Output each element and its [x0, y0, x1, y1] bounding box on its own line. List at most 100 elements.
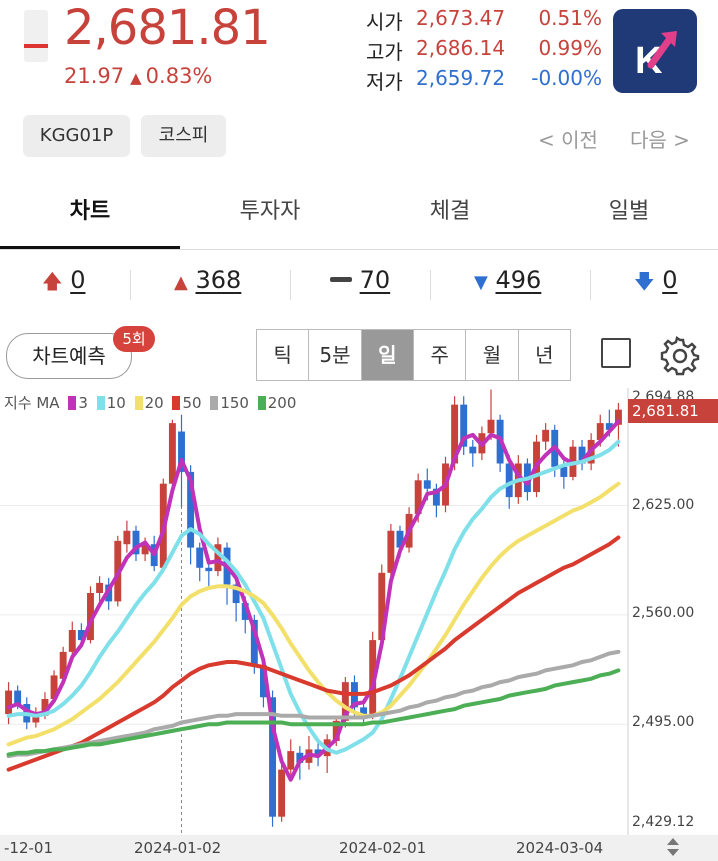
active-tab-indicator: [0, 246, 180, 249]
period-day[interactable]: 일: [361, 330, 414, 380]
candle-body: [487, 419, 495, 434]
tab-chart[interactable]: 차트: [69, 199, 111, 224]
divider: [590, 270, 591, 300]
period-selector: 틱 5분 일 주 월 년: [256, 329, 571, 381]
period-year[interactable]: 년: [535, 343, 554, 367]
candle-body: [460, 404, 468, 447]
tab-daily[interactable]: 일별: [608, 199, 650, 224]
ma-line-10: [6, 439, 621, 755]
low-value: 2,659.72: [416, 66, 506, 90]
x-axis-band: [0, 835, 718, 861]
price-chart[interactable]: [0, 388, 718, 861]
candle-body: [296, 752, 304, 763]
next-link[interactable]: 다음 >: [630, 128, 690, 152]
count-down-limit[interactable]: 🡇 0: [634, 266, 677, 306]
candle-body: [341, 682, 349, 721]
price-change: 21.97 ▲ 0.83%: [64, 64, 212, 88]
legend-ma150: 150: [220, 394, 249, 412]
candle-body: [59, 651, 67, 679]
logo-letter: K: [635, 40, 663, 82]
current-price: 2,681.81: [64, 0, 271, 56]
low-label: 저가: [366, 70, 403, 94]
down-limit-arrow-icon: 🡇: [634, 269, 655, 293]
change-value: 21.97: [64, 64, 125, 88]
high-label: 고가: [366, 40, 403, 64]
x-tick-label: 2024-03-04: [516, 839, 604, 857]
candle-body: [432, 488, 440, 506]
divider: [130, 270, 131, 300]
current-price-tag: 2,681.81: [628, 399, 718, 423]
legend-ma20: 20: [144, 394, 164, 412]
open-pct: 0.51%: [538, 6, 602, 30]
tab-divider: [0, 249, 718, 250]
candle-body: [178, 431, 185, 472]
ma20-swatch: [134, 396, 143, 410]
candle-body: [50, 675, 58, 699]
candle-body: [14, 690, 22, 705]
candle-body: [68, 630, 76, 652]
ma50-swatch: [172, 396, 181, 410]
legend-ma3: 3: [78, 394, 88, 412]
prev-link[interactable]: < 이전: [538, 128, 598, 152]
app-logo-icon: K: [635, 31, 677, 82]
count-up[interactable]: ▲ 368: [174, 266, 241, 306]
candle-body: [168, 423, 176, 484]
candle-body: [314, 749, 322, 757]
candle-body: [278, 769, 286, 817]
chip-code[interactable]: KGG01P: [23, 115, 130, 157]
period-week[interactable]: 주: [414, 330, 467, 380]
legend-ma50: 50: [182, 394, 202, 412]
x-tick-label: 2024-02-01: [339, 839, 427, 857]
ma-line-3: [6, 419, 621, 782]
chip-market[interactable]: 코스피: [141, 115, 226, 157]
period-tick[interactable]: 틱: [257, 330, 310, 380]
ma-legend: 지수 MA 3 10 20 50 150 200: [4, 392, 296, 413]
period-month[interactable]: 월: [466, 330, 519, 380]
scroll-updown-icon[interactable]: [664, 836, 682, 858]
ma200-swatch: [257, 396, 266, 410]
candle-body: [287, 751, 295, 770]
candle-body: [469, 446, 477, 454]
tab-investor[interactable]: 투자자: [239, 199, 301, 224]
count-down-value: 496: [495, 266, 542, 294]
ma-line-20: [6, 481, 621, 747]
period-5min[interactable]: 5분: [309, 330, 362, 380]
candle-body: [614, 409, 622, 425]
candle-body: [187, 471, 195, 548]
open-row: 시가 2,673.47 0.51%: [366, 6, 602, 34]
mini-candle-icon: [24, 10, 48, 62]
count-flat-value: 70: [359, 266, 391, 294]
open-label: 시가: [366, 10, 403, 34]
candle-body: [423, 480, 431, 489]
y-tick-label: 2,625.00: [632, 497, 695, 513]
candle-body: [96, 582, 104, 593]
candle-body: [250, 619, 258, 666]
low-row: 저가 2,659.72 -0.00%: [366, 66, 602, 94]
count-flat[interactable]: 70: [330, 266, 390, 306]
ma-line-50: [6, 535, 621, 772]
tab-trades[interactable]: 체결: [429, 199, 471, 224]
count-down-limit-value: 0: [662, 266, 678, 294]
down-triangle-icon: ▼: [474, 272, 488, 293]
ma-line-150: [6, 649, 621, 759]
count-up-limit[interactable]: 🡅 0: [42, 266, 85, 306]
high-value: 2,686.14: [416, 36, 506, 60]
x-tick-label: -12-01: [4, 839, 53, 857]
app-logo[interactable]: K: [613, 9, 697, 93]
high-row: 고가 2,686.14 0.99%: [366, 36, 602, 64]
settings-gear-icon[interactable]: [660, 336, 700, 376]
y-tick-label: 2,560.00: [632, 605, 695, 621]
candle-body: [214, 544, 222, 572]
count-down[interactable]: ▼ 496: [474, 266, 541, 306]
candle-body: [41, 698, 49, 716]
candle-body: [332, 720, 340, 742]
ma-line-200: [6, 668, 621, 757]
candle-body: [5, 690, 13, 715]
y-tick-label: 2,495.00: [632, 714, 695, 730]
ma3-swatch: [68, 396, 77, 410]
chart-predict-button[interactable]: 차트예측: [6, 333, 132, 379]
chart-checkbox[interactable]: [601, 338, 631, 368]
high-pct: 0.99%: [538, 36, 602, 60]
candle-body: [360, 707, 368, 716]
legend-ma10: 10: [106, 394, 126, 412]
